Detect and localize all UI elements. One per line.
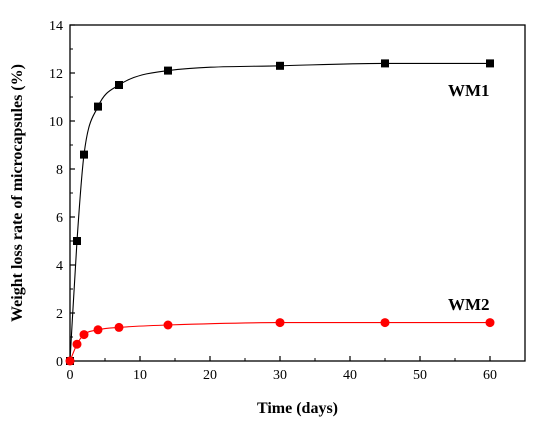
x-tick-label: 50 [413, 368, 427, 383]
y-tick-label: 10 [49, 115, 63, 130]
fit-curve-wm2 [69, 322, 490, 362]
point-wm1 [276, 61, 284, 70]
point-wm1 [80, 150, 88, 159]
y-tick-label: 0 [56, 355, 63, 370]
x-tick-label: 30 [273, 368, 287, 383]
point-wm2 [275, 318, 285, 328]
point-wm1 [381, 59, 389, 68]
point-wm1 [115, 81, 123, 89]
fit-curve-wm1 [69, 62, 490, 362]
point-wm1 [73, 237, 81, 245]
point-wm2 [65, 356, 75, 366]
y-tick-label: 12 [49, 67, 63, 82]
point-wm2 [163, 320, 173, 330]
y-tick-label: 4 [56, 259, 63, 274]
y-tick-label: 14 [49, 19, 63, 34]
y-tick-label: 2 [56, 307, 63, 322]
axis-ticks: 0 10 20 30 40 50 60 0 2 4 6 8 10 12 14 [49, 19, 497, 383]
point-wm2 [114, 322, 124, 332]
series-label-wm2: WM2 [448, 295, 490, 314]
point-wm2 [485, 318, 495, 328]
point-wm2 [93, 325, 103, 335]
x-tick-label: 0 [67, 368, 74, 383]
point-wm1 [486, 59, 494, 68]
x-tick-label: 10 [133, 368, 147, 383]
fit-curves [69, 62, 490, 362]
point-wm1 [164, 66, 172, 75]
point-wm1 [94, 102, 102, 111]
x-tick-label: 60 [483, 368, 497, 383]
point-wm2 [79, 330, 89, 340]
y-tick-label: 6 [56, 211, 63, 226]
point-wm2 [380, 318, 390, 328]
point-wm2 [72, 339, 82, 349]
y-tick-label: 8 [56, 163, 63, 178]
y-axis-title: Weight loss rate of microcapsules (%) [9, 64, 26, 322]
x-tick-label: 40 [343, 368, 357, 383]
series-label-wm1: WM1 [448, 81, 490, 100]
data-markers [65, 59, 495, 366]
x-axis-title: Time (days) [257, 400, 338, 417]
x-tick-label: 20 [203, 368, 217, 383]
